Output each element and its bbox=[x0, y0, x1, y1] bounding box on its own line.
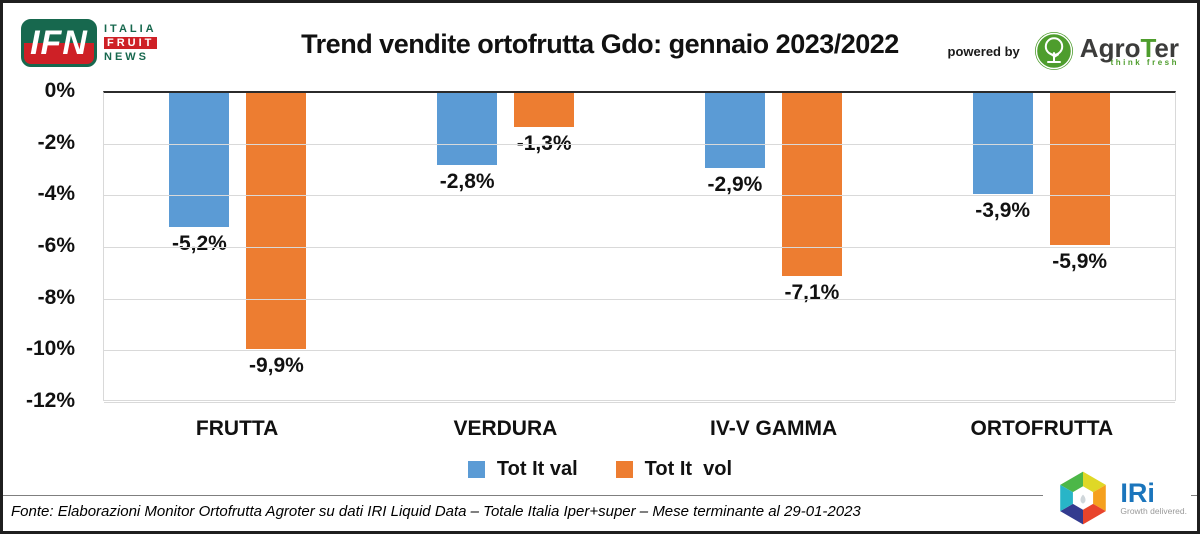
bar bbox=[437, 93, 498, 166]
bar-group-iv-v-gamma: -2,9% -7,1% bbox=[640, 93, 908, 400]
ifn-logo-text: IFN bbox=[30, 24, 88, 62]
bar-value-label: -2,9% bbox=[707, 172, 763, 196]
category-label: FRUTTA bbox=[195, 417, 279, 440]
bar-value-label: -5,9% bbox=[1052, 250, 1108, 274]
category-label: IV-V GAMMA bbox=[710, 417, 838, 440]
bar-value-label: -2,8% bbox=[439, 170, 495, 194]
ifn-logo-wordmark: ITALIA FRUIT NEWS bbox=[104, 23, 158, 63]
y-tick-label: -8% bbox=[37, 285, 75, 309]
bar-wrap: -5,2% bbox=[169, 93, 230, 255]
y-tick-label: -10% bbox=[25, 337, 75, 361]
plot-area: -5,2% -9,9% -2,8% -1,3% -2,9% -7,1% -3,9% -5,9% bbox=[103, 91, 1176, 403]
bar-wrap: -2,8% bbox=[437, 93, 498, 193]
iri-wordmark: IRi bbox=[1120, 478, 1155, 508]
y-tick-label: 0% bbox=[44, 79, 75, 102]
agroter-wordmark: AgroTer bbox=[1079, 32, 1179, 63]
legend-item: Tot It val bbox=[467, 458, 578, 481]
grid-line bbox=[104, 350, 1175, 352]
ifn-word-news: NEWS bbox=[104, 51, 149, 63]
bar-wrap: -3,9% bbox=[972, 93, 1033, 222]
ifn-word-italia: ITALIA bbox=[104, 23, 157, 35]
iri-hexagon-icon bbox=[1060, 471, 1107, 525]
iri-tagline: Growth delivered. bbox=[1120, 506, 1187, 516]
ifn-word-fruit: FRUIT bbox=[104, 37, 158, 49]
bar-value-label: -9,9% bbox=[248, 353, 304, 377]
bar-value-label: -5,2% bbox=[171, 232, 227, 256]
legend-swatch bbox=[615, 461, 633, 478]
legend-label: Tot It val bbox=[496, 458, 578, 480]
y-tick-label: -6% bbox=[37, 234, 75, 257]
grid-line bbox=[104, 298, 1175, 300]
bar-value-label: -7,1% bbox=[784, 281, 840, 305]
powered-by-block: powered by AgroTer think fresh bbox=[948, 31, 1179, 71]
bar-wrap: -7,1% bbox=[781, 93, 842, 304]
bar-group-frutta: -5,2% -9,9% bbox=[104, 93, 372, 400]
source-note: Fonte: Elaborazioni Monitor Ortofrutta A… bbox=[11, 503, 861, 520]
bar-group-verdura: -2,8% -1,3% bbox=[372, 93, 640, 400]
bar-groups: -5,2% -9,9% -2,8% -1,3% -2,9% -7,1% -3,9% -5,9% bbox=[104, 93, 1175, 400]
agroter-tagline: think fresh bbox=[1110, 57, 1179, 67]
bar bbox=[704, 93, 765, 168]
legend-swatch bbox=[467, 461, 485, 478]
category-label: ORTOFRUTTA bbox=[970, 417, 1114, 440]
bar bbox=[1049, 93, 1110, 246]
y-tick-label: -12% bbox=[25, 389, 75, 412]
bar-wrap: -1,3% bbox=[514, 93, 575, 155]
ifn-logo: IFN ITALIA FRUIT NEWS bbox=[21, 19, 158, 67]
y-tick-label: -4% bbox=[37, 182, 75, 206]
bar bbox=[514, 93, 575, 127]
iri-logo: IRi Growth delivered. bbox=[1043, 468, 1191, 528]
grid-line bbox=[104, 143, 1175, 145]
bar bbox=[781, 93, 842, 277]
grid-line bbox=[104, 402, 1175, 403]
page-title: Trend vendite ortofrutta Gdo: gennaio 20… bbox=[301, 29, 899, 59]
agroter-tree-icon bbox=[1034, 32, 1073, 70]
bar bbox=[972, 93, 1033, 194]
legend-label: Tot It vol bbox=[644, 458, 733, 480]
bar-group-ortofrutta: -3,9% -5,9% bbox=[907, 93, 1175, 400]
footer: Fonte: Elaborazioni Monitor Ortofrutta A… bbox=[3, 495, 1197, 531]
bar-value-label: -3,9% bbox=[975, 198, 1031, 222]
ifn-logo-mark: IFN bbox=[21, 19, 97, 67]
bar bbox=[169, 93, 230, 228]
agroter-logo: AgroTer think fresh bbox=[1034, 31, 1179, 71]
legend-item: Tot It vol bbox=[615, 458, 733, 481]
y-tick-label: -2% bbox=[37, 130, 75, 154]
legend: Tot It val Tot It vol bbox=[3, 458, 1197, 481]
category-label: VERDURA bbox=[453, 417, 558, 440]
bar-value-label: -1,3% bbox=[516, 131, 572, 155]
grid-line bbox=[104, 195, 1175, 197]
grid-line bbox=[104, 247, 1175, 248]
bar-wrap: -5,9% bbox=[1049, 93, 1110, 273]
bar-wrap: -9,9% bbox=[246, 93, 307, 377]
bar bbox=[246, 93, 307, 349]
bar-wrap: -2,9% bbox=[704, 93, 765, 196]
x-axis: FRUTTA VERDURA IV-V GAMMA ORTOFRUTTA bbox=[103, 417, 1176, 441]
y-axis: 0% -2% -4% -6% -8% -10% -12% bbox=[3, 79, 89, 412]
powered-by-label: powered by bbox=[947, 43, 1020, 59]
